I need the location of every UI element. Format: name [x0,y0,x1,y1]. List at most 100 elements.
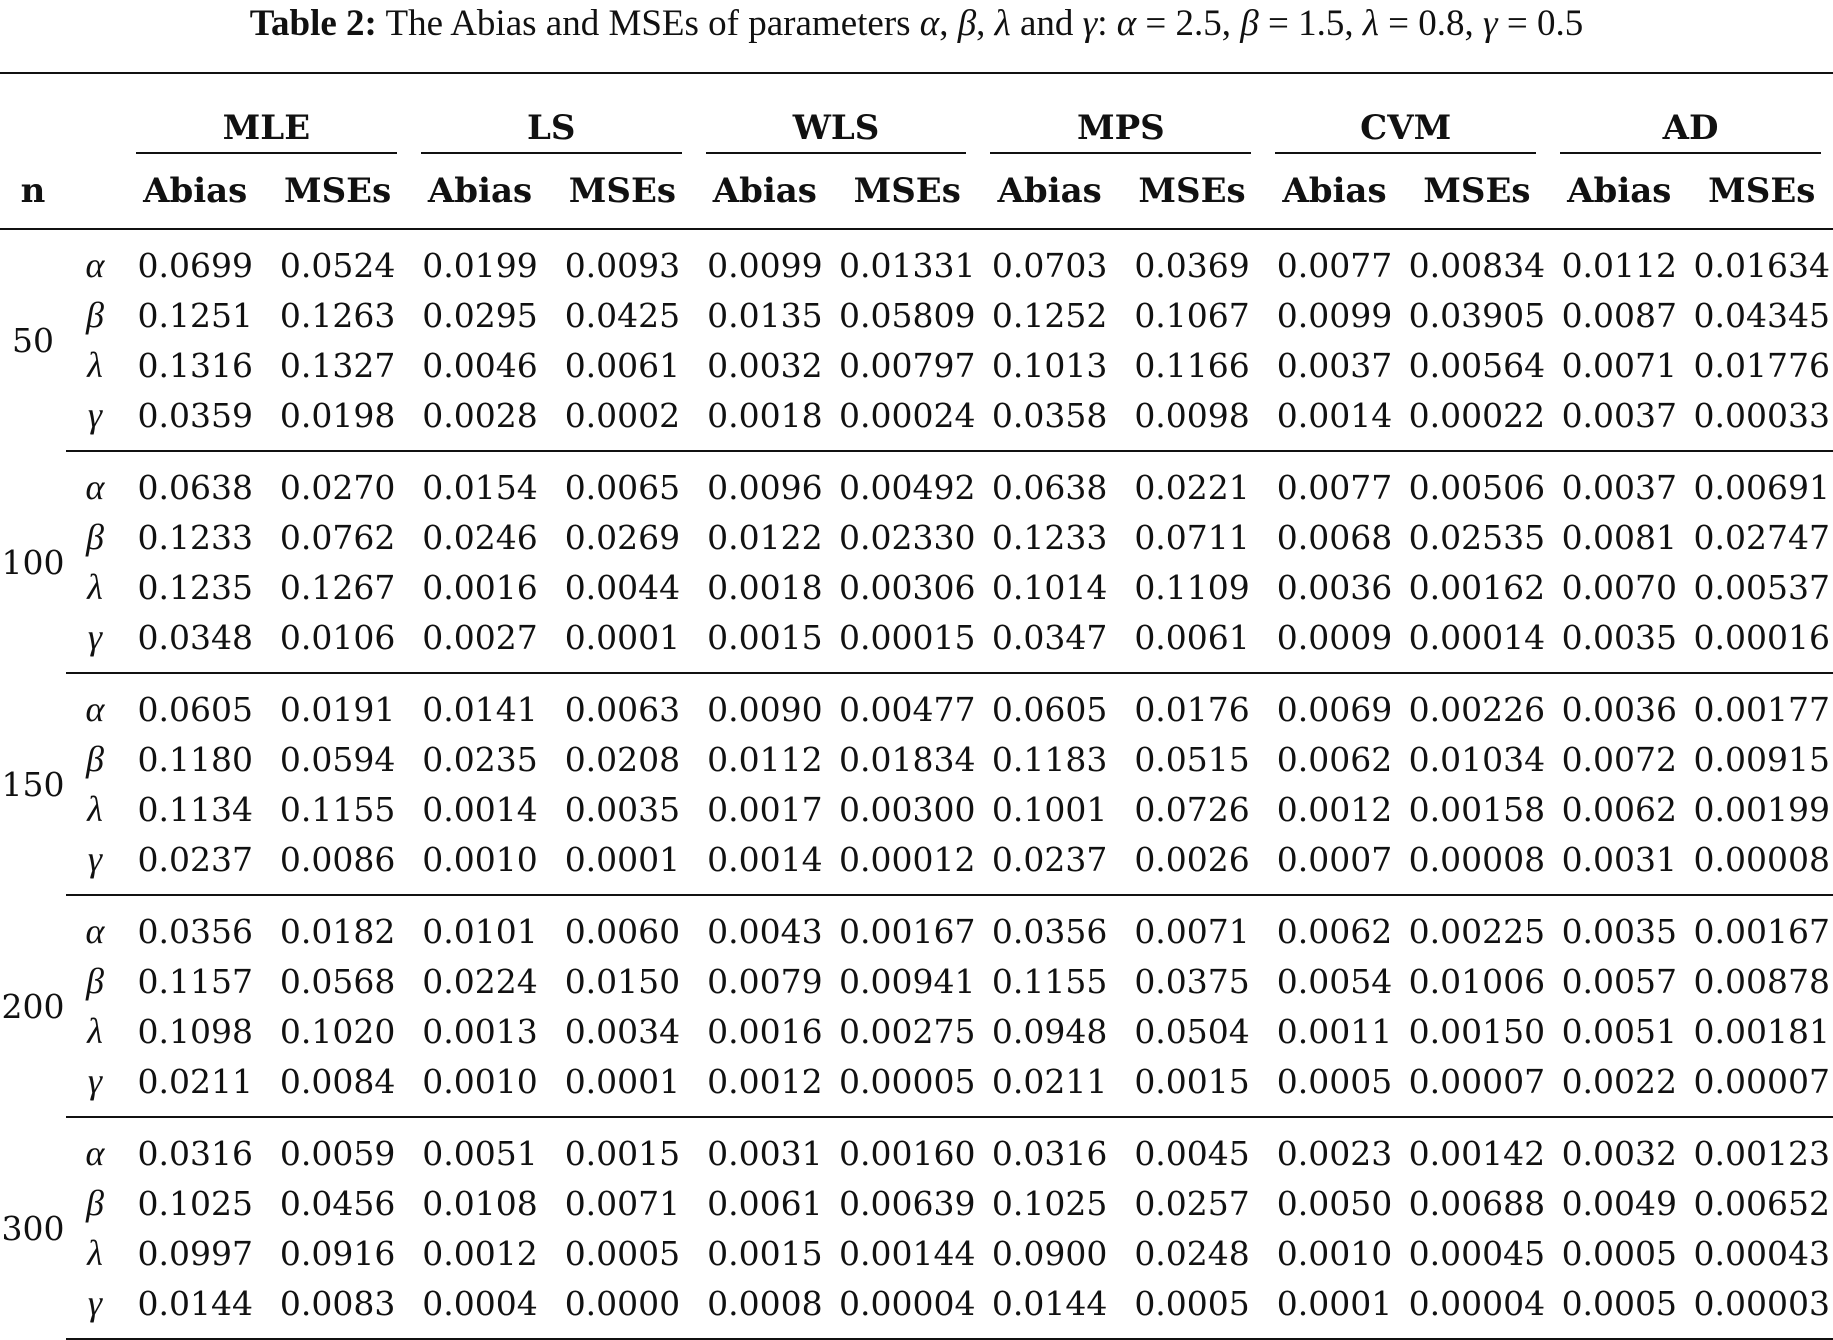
value-cell: 0.0086 [266,834,408,895]
table-header: MLE LS WLS MPS CVM AD n Abias MSEs Abias… [0,73,1833,229]
value-cell: 0.0014 [409,784,551,834]
value-cell: 0.00167 [836,895,978,956]
value-cell: 0.00477 [836,673,978,734]
parameter-cell: α [66,895,124,956]
parameter-cell: α [66,673,124,734]
value-cell: 0.00022 [1406,390,1548,451]
value-cell: 0.00007 [1406,1056,1548,1117]
value-cell: 0.1183 [978,734,1120,784]
value-cell: 0.0098 [1121,390,1263,451]
value-cell: 0.0191 [266,673,408,734]
caption-text: , [976,3,995,44]
value-cell: 0.0023 [1263,1117,1405,1178]
value-cell: 0.1180 [124,734,266,784]
value-cell: 0.0295 [409,290,551,340]
value-cell: 0.0108 [409,1178,551,1228]
value-cell: 0.00834 [1406,229,1548,290]
value-cell: 0.05809 [836,290,978,340]
value-cell: 0.0703 [978,229,1120,290]
value-cell: 0.00688 [1406,1178,1548,1228]
value-cell: 0.0005 [1548,1278,1690,1339]
parameter-cell: β [66,734,124,784]
parameter-cell: α [66,229,124,290]
caption-label: Table 2: [250,3,377,44]
value-cell: 0.00008 [1406,834,1548,895]
value-cell: 0.0699 [124,229,266,290]
value-cell: 0.0135 [694,290,836,340]
value-cell: 0.0356 [978,895,1120,956]
method-header: MPS [978,73,1263,154]
value-cell: 0.0011 [1263,1006,1405,1056]
value-cell: 0.01634 [1691,229,1833,290]
value-cell: 0.0005 [551,1228,693,1278]
value-cell: 0.0050 [1263,1178,1405,1228]
value-cell: 0.00225 [1406,895,1548,956]
value-cell: 0.0071 [1121,895,1263,956]
value-cell: 0.02747 [1691,512,1833,562]
value-cell: 0.0176 [1121,673,1263,734]
value-cell: 0.1263 [266,290,408,340]
value-cell: 0.01776 [1691,340,1833,390]
value-cell: 0.0198 [266,390,408,451]
value-cell: 0.00144 [836,1228,978,1278]
value-cell: 0.0070 [1548,562,1690,612]
caption-symbol: α [920,3,939,44]
value-cell: 0.0010 [1263,1228,1405,1278]
value-cell: 0.00492 [836,451,978,512]
value-cell: 0.0211 [124,1056,266,1117]
value-cell: 0.00160 [836,1117,978,1178]
value-cell: 0.0015 [694,1228,836,1278]
method-header-row: MLE LS WLS MPS CVM AD [0,73,1833,154]
value-cell: 0.0036 [1263,562,1405,612]
value-cell: 0.00003 [1691,1278,1833,1339]
caption-text: = 0.5 [1498,3,1584,44]
value-cell: 0.1025 [978,1178,1120,1228]
value-cell: 0.1109 [1121,562,1263,612]
header-spacer [0,73,66,154]
value-cell: 0.0077 [1263,451,1405,512]
parameter-cell: γ [66,1278,124,1339]
value-cell: 0.0182 [266,895,408,956]
column-header: MSEs [266,154,408,229]
column-header: MSEs [1121,154,1263,229]
value-cell: 0.00045 [1406,1228,1548,1278]
caption-symbol: α [1117,3,1136,44]
value-cell: 0.0237 [124,834,266,895]
value-cell: 0.0028 [409,390,551,451]
value-cell: 0.00167 [1691,895,1833,956]
value-cell: 0.0079 [694,956,836,1006]
column-header: Abias [409,154,551,229]
value-cell: 0.0035 [1548,612,1690,673]
value-cell: 0.0001 [551,834,693,895]
value-cell: 0.0061 [694,1178,836,1228]
value-cell: 0.1067 [1121,290,1263,340]
value-cell: 0.00043 [1691,1228,1833,1278]
value-cell: 0.0004 [409,1278,551,1339]
value-cell: 0.0900 [978,1228,1120,1278]
parameter-cell: λ [66,562,124,612]
value-cell: 0.0087 [1548,290,1690,340]
value-cell: 0.0036 [1548,673,1690,734]
value-cell: 0.00123 [1691,1117,1833,1178]
column-header: MSEs [1691,154,1833,229]
column-header: MSEs [836,154,978,229]
value-cell: 0.0022 [1548,1056,1690,1117]
parameter-cell: β [66,290,124,340]
sample-size-cell: 200 [0,895,66,1117]
value-cell: 0.0726 [1121,784,1263,834]
value-cell: 0.0035 [1548,895,1690,956]
value-cell: 0.1013 [978,340,1120,390]
value-cell: 0.01034 [1406,734,1548,784]
value-cell: 0.1316 [124,340,266,390]
value-cell: 0.0144 [978,1278,1120,1339]
value-cell: 0.0008 [694,1278,836,1339]
value-cell: 0.00300 [836,784,978,834]
value-cell: 0.0071 [1548,340,1690,390]
value-cell: 0.0112 [694,734,836,784]
method-header: LS [409,73,694,154]
value-cell: 0.0257 [1121,1178,1263,1228]
